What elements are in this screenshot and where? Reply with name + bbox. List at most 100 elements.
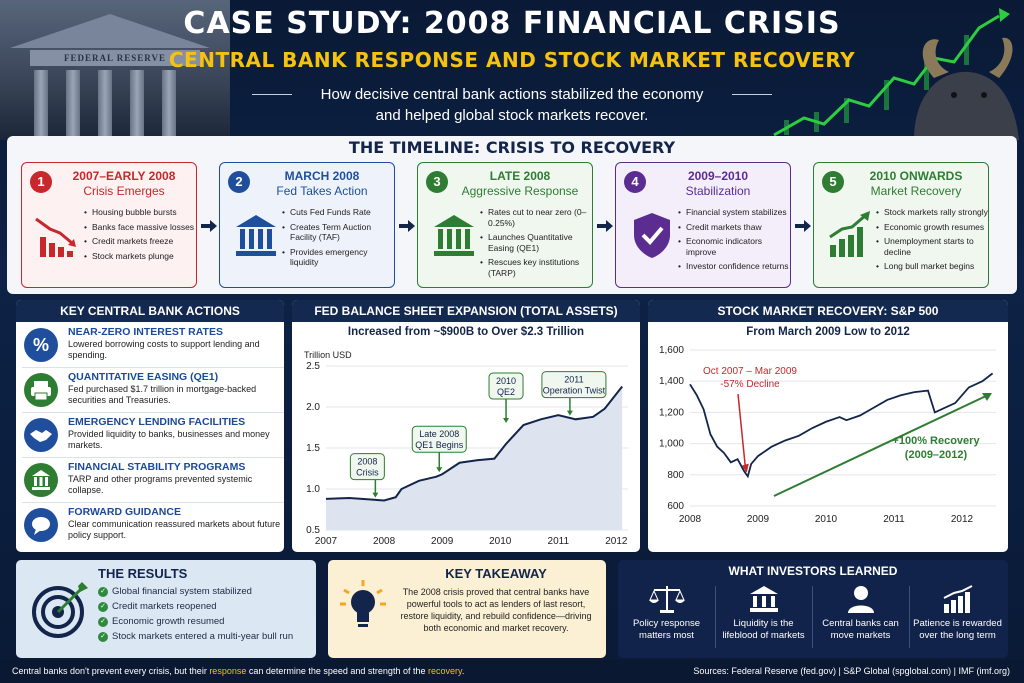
y-axis-label: Trillion USD bbox=[304, 350, 352, 360]
takeaway-text: The 2008 crisis proved that central bank… bbox=[400, 587, 592, 633]
action-item: % NEAR-ZERO INTEREST RATES Lowered borro… bbox=[22, 324, 284, 368]
investor-lesson: Policy response matters most bbox=[618, 582, 715, 654]
timeline-step-3: 3 LATE 2008 Aggressive Response Rates cu… bbox=[417, 162, 593, 288]
building-sign: FEDERAL RESERVE bbox=[30, 50, 200, 66]
check-icon: ✓ bbox=[98, 632, 108, 642]
step-bullet: Cuts Fed Funds Rate bbox=[282, 207, 394, 218]
annotation-arrowhead bbox=[436, 467, 443, 473]
investors-title: WHAT INVESTORS LEARNED bbox=[728, 564, 898, 578]
page-title: CASE STUDY: 2008 FINANCIAL CRISIS bbox=[183, 6, 841, 41]
step-bullet: Banks face massive losses bbox=[84, 222, 196, 233]
step-bullet: Financial system stabilizes bbox=[678, 207, 790, 218]
step-name: Fed Takes Action bbox=[276, 184, 368, 198]
step-number: 3 bbox=[426, 171, 448, 193]
chart-subtitle: Increased from ~$900B to Over $2.3 Trill… bbox=[347, 326, 585, 338]
lesson-line-1: Patience is rewarded bbox=[913, 618, 1002, 629]
recovery-arrow bbox=[773, 395, 987, 497]
bank-icon bbox=[24, 463, 58, 497]
speech-bubble-icon bbox=[24, 508, 58, 542]
step-bullet: Economic growth resumes bbox=[876, 222, 988, 233]
key-actions-title: KEY CENTRAL BANK ACTIONS bbox=[16, 300, 284, 322]
arrow-right-icon bbox=[201, 220, 217, 232]
step-number: 2 bbox=[228, 171, 250, 193]
annotation-box bbox=[488, 372, 524, 400]
investor-lesson: Central banks can move markets bbox=[812, 582, 909, 654]
results-title: THE RESULTS bbox=[98, 566, 188, 581]
y-tick-label: 1.5 bbox=[306, 443, 320, 454]
results-panel: THE RESULTS ✓ Global financial system sta… bbox=[16, 560, 316, 658]
step-bullet: Stock markets rally strongly bbox=[876, 207, 988, 218]
timeline-step-4: 4 2009–2010 Stabilization Financial syst… bbox=[615, 162, 791, 288]
x-tick-label: 2009 bbox=[747, 514, 770, 525]
fed-balance-sheet-chart: Trillion USD 0.5 1.0 1.5 2.0 2.5 2007 2008 2009… bbox=[304, 350, 628, 547]
action-description: Provided liquidity to banks, businesses … bbox=[68, 429, 270, 450]
key-actions-panel: KEY CENTRAL BANK ACTIONS % NEAR-ZERO INT… bbox=[16, 300, 284, 552]
step-bullet: Unemployment starts to decline bbox=[876, 236, 988, 257]
action-item: QUANTITATIVE EASING (QE1) Fed purchased … bbox=[22, 369, 284, 413]
page-subtitle: CENTRAL BANK RESPONSE AND STOCK MARKET R… bbox=[168, 48, 856, 72]
result-item: ✓ Stock markets entered a multi-year bull… bbox=[98, 629, 293, 644]
step-number: 4 bbox=[624, 171, 646, 193]
sp500-chart: 600 800 1,000 1,200 1,400 1,600 2008 2009 2010 20… bbox=[659, 345, 996, 525]
step-bullet: Credit markets freeze bbox=[84, 236, 196, 247]
annotation-label: 2010 bbox=[496, 376, 516, 386]
handshake-icon bbox=[24, 418, 58, 452]
action-title: FORWARD GUIDANCE bbox=[68, 506, 181, 518]
series-line bbox=[689, 372, 994, 479]
series-line bbox=[325, 385, 623, 502]
annotation-label: 2011 bbox=[564, 375, 583, 385]
lesson-line-1: Liquidity is the bbox=[733, 618, 794, 629]
check-icon: ✓ bbox=[98, 587, 108, 597]
step-bullet: Long bull market begins bbox=[876, 261, 988, 272]
x-tick-label: 2008 bbox=[373, 536, 396, 547]
annotation-arrowhead bbox=[503, 418, 510, 424]
step-name: Aggressive Response bbox=[461, 184, 579, 198]
chart-title: FED BALANCE SHEET EXPANSION (TOTAL ASSET… bbox=[292, 300, 640, 322]
step-date: LATE 2008 bbox=[489, 169, 551, 183]
x-tick-label: 2009 bbox=[431, 536, 454, 547]
y-tick-label: 600 bbox=[667, 501, 684, 512]
step-name: Crisis Emerges bbox=[83, 184, 165, 198]
step-bullets: Housing bubble bursts Banks face massive… bbox=[84, 207, 196, 265]
area-fill bbox=[326, 386, 623, 530]
x-tick-label: 2008 bbox=[679, 514, 702, 525]
decline-arrowhead bbox=[741, 463, 749, 473]
annotation-arrowhead bbox=[372, 492, 379, 498]
step-bullet: Launches Quantitative Easing (QE1) bbox=[480, 232, 592, 253]
y-tick-label: 1,400 bbox=[659, 376, 684, 387]
step-date: MARCH 2008 bbox=[284, 169, 360, 183]
y-tick-label: 0.5 bbox=[306, 525, 320, 536]
step-bullet: Investor confidence returns bbox=[678, 261, 790, 272]
header: FEDERAL RESERVE CASE STUDY: 2008 FINANCI… bbox=[0, 0, 1024, 140]
growth-chart-icon bbox=[943, 585, 972, 613]
recovery-label: +100% Recovery bbox=[892, 435, 980, 447]
annotation-label: QE2 bbox=[497, 387, 515, 397]
result-text: Economic growth resumed bbox=[112, 616, 225, 627]
shield-check-icon bbox=[634, 213, 670, 258]
investor-lesson: Patience is rewarded over the long term bbox=[909, 582, 1006, 654]
timeline-section: THE TIMELINE: CRISIS TO RECOVERY 1 2007–… bbox=[7, 136, 1017, 294]
chart-title: STOCK MARKET RECOVERY: S&P 500 bbox=[648, 300, 1008, 322]
y-tick-label: 2.0 bbox=[306, 402, 320, 413]
sp500-panel: STOCK MARKET RECOVERY: S&P 500 From Marc… bbox=[648, 300, 1008, 552]
y-tick-label: 800 bbox=[667, 470, 684, 481]
check-icon: ✓ bbox=[98, 602, 108, 612]
printer-icon bbox=[24, 373, 58, 407]
federal-reserve-building-image: FEDERAL RESERVE bbox=[0, 0, 230, 140]
action-description: Clear communication reassured markets ab… bbox=[68, 519, 281, 540]
step-bullet: Rescues key institutions (TARP) bbox=[480, 257, 592, 278]
step-bullet: Creates Term Auction Facility (TAF) bbox=[282, 222, 394, 243]
step-date: 2010 ONWARDS bbox=[869, 169, 963, 183]
annotation-box bbox=[411, 425, 467, 453]
annotation-label: QE1 Begins bbox=[415, 440, 464, 450]
takeaway-title: KEY TAKEAWAY bbox=[445, 566, 547, 581]
lesson-line-2: move markets bbox=[830, 630, 891, 641]
annotation-label: Late 2008 bbox=[419, 429, 459, 439]
tagline-line-1: How decisive central bank actions stabil… bbox=[320, 86, 704, 103]
action-item: EMERGENCY LENDING FACILITIES Provided li… bbox=[22, 414, 284, 458]
result-item: ✓ Global financial system stabilized bbox=[98, 584, 293, 599]
x-tick-label: 2012 bbox=[605, 536, 628, 547]
step-bullet: Credit markets thaw bbox=[678, 222, 790, 233]
action-title: FINANCIAL STABILITY PROGRAMS bbox=[68, 461, 246, 473]
